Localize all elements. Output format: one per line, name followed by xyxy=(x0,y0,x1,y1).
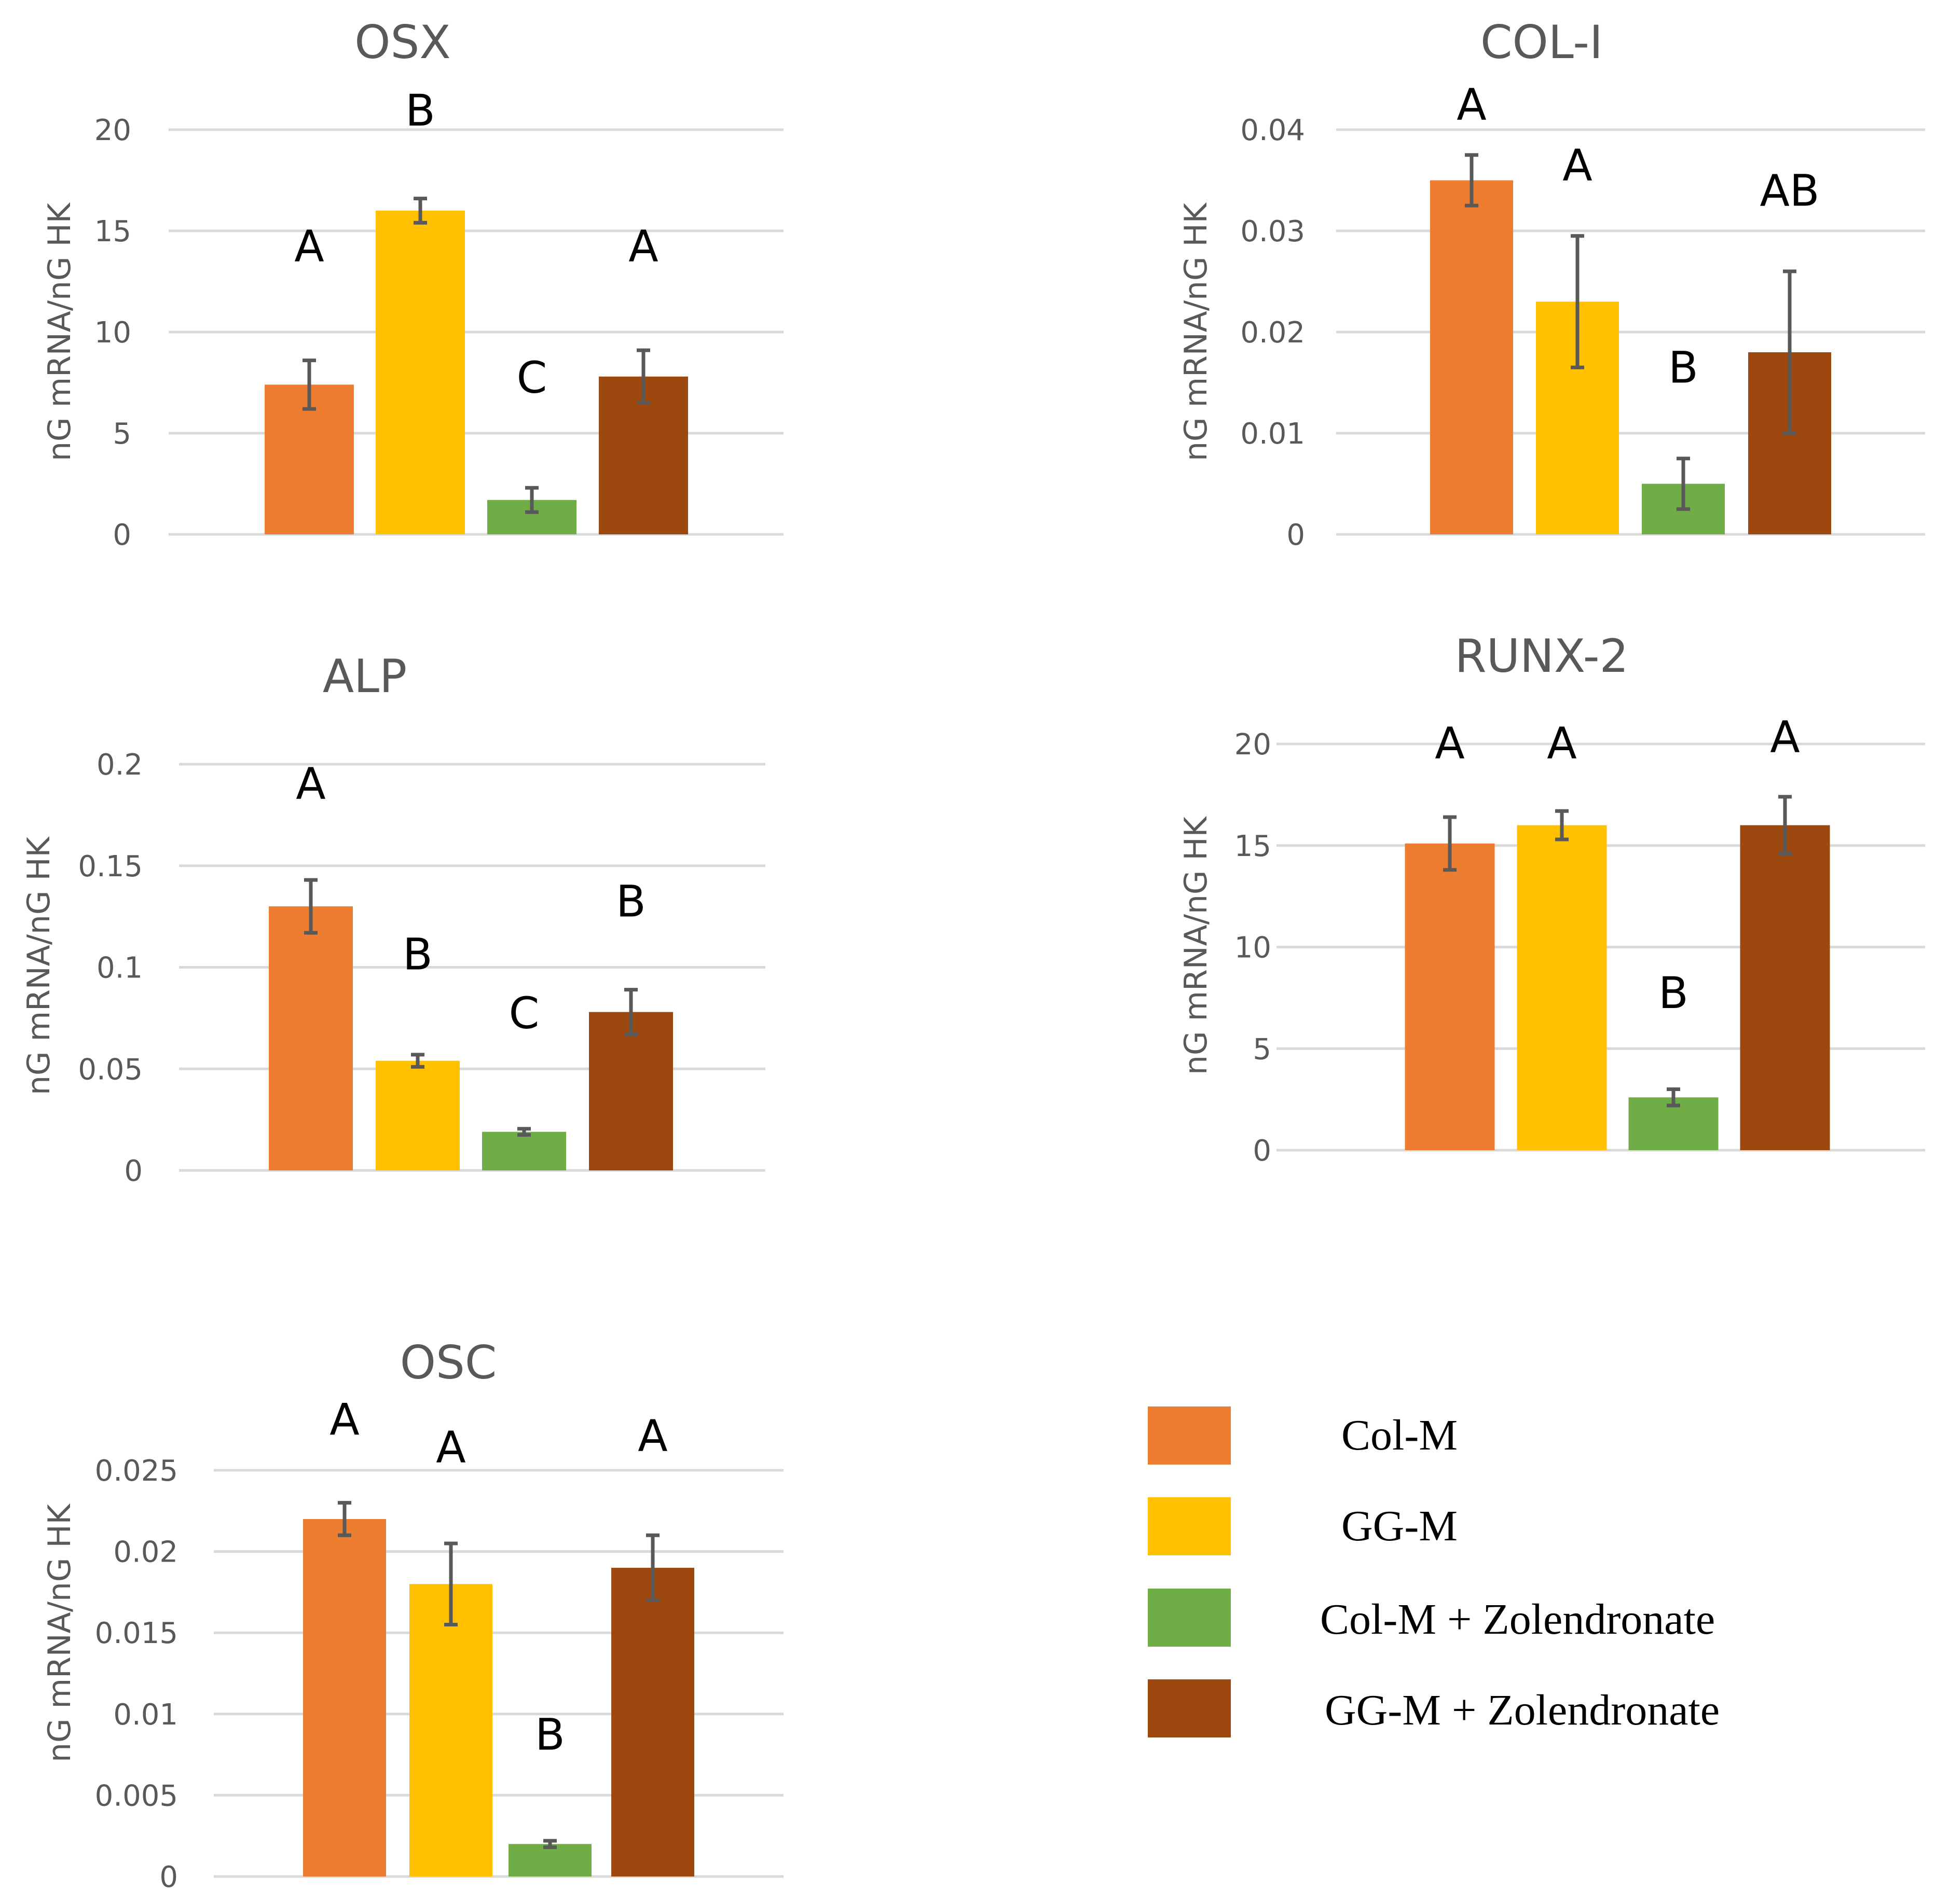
chart-title: ALP xyxy=(323,650,407,703)
y-tick-label: 20 xyxy=(94,114,131,147)
chart-col-i: COL-I nG mRNA/nG HK 0 0.01 0.02 0.03 0.04 A A… xyxy=(1178,16,1925,552)
significance-label: B xyxy=(403,929,433,979)
chart-title: OSC xyxy=(400,1336,497,1389)
y-tick-label: 0 xyxy=(113,518,131,552)
bar xyxy=(482,1132,566,1170)
y-tick-label: 10 xyxy=(1234,931,1271,965)
y-axis-label: nG mRNA/nG HK xyxy=(21,836,57,1095)
y-tick-label: 0.05 xyxy=(78,1053,143,1086)
y-tick-label: 0.03 xyxy=(1240,215,1305,249)
y-tick-label: 0 xyxy=(1253,1134,1271,1168)
bar xyxy=(303,1519,386,1877)
legend-item-gg-m-zolendronate: GG-M + Zolendronate xyxy=(1148,1679,1720,1737)
y-tick-label: 0.02 xyxy=(113,1536,178,1569)
significance-label: A xyxy=(638,1410,667,1461)
chart-osc: OSC nG mRNA/nG HK 0 0.005 0.01 0.015 0.02 0.0… xyxy=(42,1336,784,1894)
y-tick-label: 0.2 xyxy=(97,748,143,782)
legend-item-gg-m: GG-M xyxy=(1148,1497,1458,1555)
legend-swatch xyxy=(1148,1589,1231,1647)
y-tick-label: 15 xyxy=(1234,830,1271,863)
significance-label: B xyxy=(616,876,646,927)
bar xyxy=(1430,180,1513,534)
y-tick-label: 15 xyxy=(94,215,131,249)
y-tick-label: 0.01 xyxy=(1240,417,1305,451)
bar xyxy=(409,1584,492,1877)
y-tick-label: 0.15 xyxy=(78,850,143,884)
significance-label: C xyxy=(509,988,540,1039)
y-tick-label: 0.005 xyxy=(95,1779,178,1813)
bar xyxy=(376,1060,460,1170)
y-axis-label: nG mRNA/nG HK xyxy=(1178,816,1214,1075)
significance-label: A xyxy=(294,221,324,272)
significance-label: A xyxy=(1435,718,1464,768)
y-tick-label: 0.02 xyxy=(1240,316,1305,350)
legend-label: GG-M + Zolendronate xyxy=(1325,1686,1720,1734)
legend-swatch xyxy=(1148,1679,1231,1737)
y-tick-label: 0.1 xyxy=(97,951,143,985)
significance-label: B xyxy=(535,1709,565,1760)
bar xyxy=(1405,843,1495,1150)
y-axis-label: nG mRNA/nG HK xyxy=(1178,202,1214,461)
significance-label: A xyxy=(329,1394,359,1445)
chart-title: RUNX-2 xyxy=(1454,629,1628,683)
legend: Col-M GG-M Col-M + Zolendronate GG-M + Z… xyxy=(1148,1406,1720,1737)
bar xyxy=(589,1012,673,1170)
significance-label: B xyxy=(1668,342,1698,393)
legend-item-col-m-zolendronate: Col-M + Zolendronate xyxy=(1148,1589,1715,1647)
legend-label: Col-M + Zolendronate xyxy=(1320,1595,1715,1644)
y-tick-label: 0.01 xyxy=(113,1698,178,1732)
bar xyxy=(1517,825,1607,1150)
significance-label: B xyxy=(405,85,435,136)
significance-label: A xyxy=(1562,140,1592,191)
y-tick-label: 0.025 xyxy=(95,1454,178,1488)
chart-alp: ALP nG mRNA/nG HK 0 0.05 0.1 0.15 0.2 A B C B xyxy=(21,650,765,1188)
significance-label: A xyxy=(1547,718,1576,768)
significance-label: AB xyxy=(1760,165,1819,216)
bar xyxy=(376,211,465,534)
significance-label: C xyxy=(517,352,547,403)
y-tick-label: 0 xyxy=(1286,518,1305,552)
legend-label: Col-M xyxy=(1341,1411,1458,1459)
significance-label: B xyxy=(1658,968,1688,1018)
legend-swatch xyxy=(1148,1497,1231,1555)
significance-label: A xyxy=(628,221,658,272)
bar xyxy=(509,1844,592,1877)
y-tick-label: 0 xyxy=(159,1860,178,1894)
y-axis-label: nG mRNA/nG HK xyxy=(42,1503,78,1762)
significance-label: A xyxy=(296,758,325,809)
y-axis-label: nG mRNA/nG HK xyxy=(42,202,78,461)
significance-label: A xyxy=(1457,79,1486,130)
y-tick-label: 20 xyxy=(1234,728,1271,762)
significance-label: A xyxy=(436,1422,465,1472)
legend-swatch xyxy=(1148,1406,1231,1465)
bar xyxy=(269,906,353,1170)
bar xyxy=(1740,825,1830,1150)
y-tick-label: 10 xyxy=(94,316,131,350)
y-tick-label: 5 xyxy=(1253,1032,1271,1066)
legend-label: GG-M xyxy=(1341,1502,1458,1550)
chart-osx: OSX nG mRNA/nG HK 0 5 10 15 20 A B C A xyxy=(42,16,784,552)
chart-title: OSX xyxy=(354,16,450,69)
y-tick-label: 0 xyxy=(124,1154,143,1188)
chart-runx-2: RUNX-2 nG mRNA/nG HK 0 5 10 15 20 A A B A xyxy=(1178,629,1925,1168)
y-tick-label: 0.04 xyxy=(1240,114,1305,147)
y-tick-label: 0.015 xyxy=(95,1617,178,1650)
significance-label: A xyxy=(1770,712,1800,763)
bar xyxy=(611,1567,694,1877)
y-tick-label: 5 xyxy=(113,417,131,451)
chart-title: COL-I xyxy=(1480,16,1603,69)
legend-item-col-m: Col-M xyxy=(1148,1406,1458,1465)
